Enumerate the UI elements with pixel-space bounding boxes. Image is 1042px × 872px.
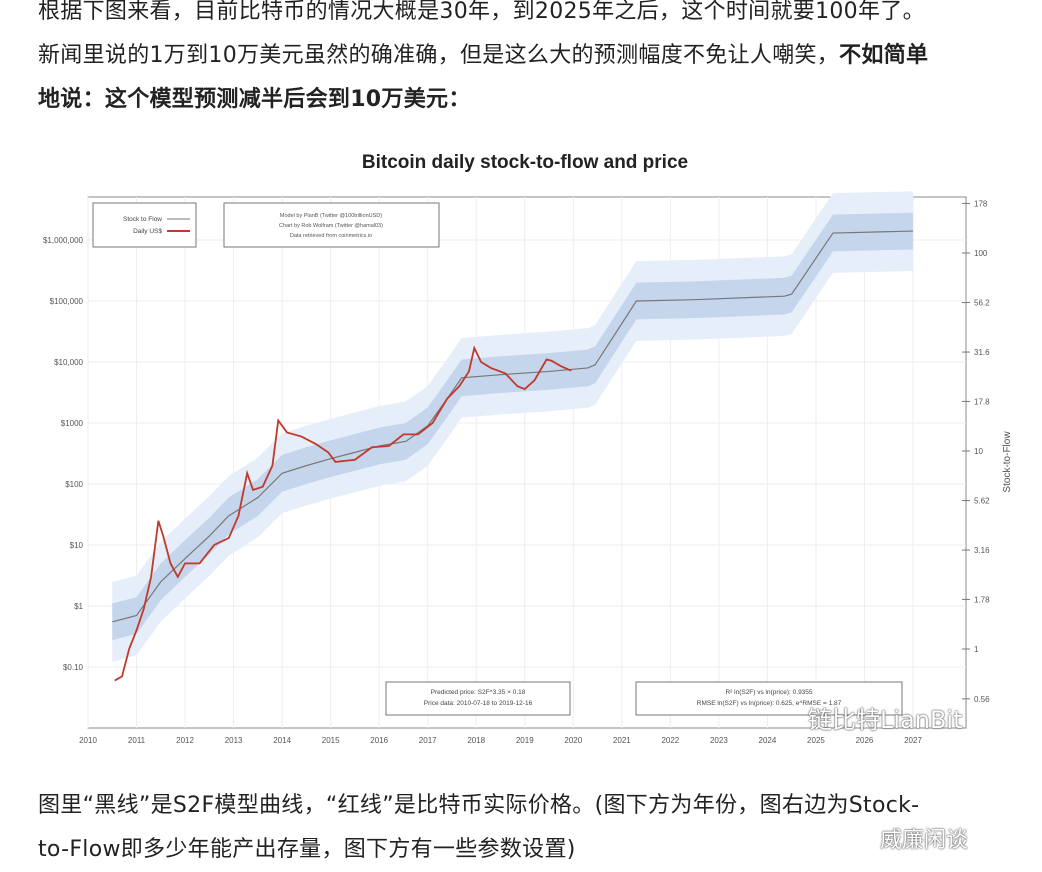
y-right-tick-label: 1	[974, 645, 979, 654]
bitcoin-s2f-chart: Bitcoin daily stock-to-flow and price 201…	[43, 152, 1013, 745]
model-box	[385, 681, 571, 716]
stats-box-line: RMSE ln(S2F) vs ln(price): 0.625, e^RMSE…	[697, 700, 842, 707]
x-tick-label: 2015	[322, 736, 340, 745]
x-tick-label: 2024	[759, 736, 777, 745]
y-right-tick-label: 0.56	[974, 695, 990, 704]
y-right-axis-label: Stock-to-Flow	[1002, 431, 1013, 493]
x-tick-label: 2016	[370, 736, 388, 745]
y-right-tick-label: 56.2	[974, 299, 990, 308]
y-right-tick-label: 100	[974, 249, 988, 258]
x-tick-label: 2014	[273, 736, 291, 745]
x-tick-label: 2022	[661, 736, 679, 745]
x-tick-label: 2018	[467, 736, 485, 745]
x-tick-label: 2017	[419, 736, 437, 745]
paragraph-1-line-3: 地说：这个模型预测减半后会到10万美元：	[38, 87, 471, 112]
credit-line: Model by PlanB (Twitter @100trillionUSD)	[280, 213, 382, 219]
y-right-tick-label: 3.16	[974, 546, 990, 555]
model-box-line: Price data: 2010-07-18 to 2019-12-16	[424, 700, 533, 707]
x-tick-label: 2013	[225, 736, 243, 745]
x-tick-label: 2010	[79, 736, 97, 745]
y-left-tick-label: $1000	[61, 419, 84, 428]
x-tick-label: 2012	[176, 736, 194, 745]
y-left-tick-label: $0.10	[63, 663, 84, 672]
x-tick-label: 2027	[904, 736, 922, 745]
x-tick-label: 2025	[807, 736, 825, 745]
text: 新闻里说的1万到10万美元虽然的确准确，但是这么大的预测幅度不免让人嘲笑，	[38, 43, 840, 68]
paragraph-2-line-1: 图里“黑线”是S2F模型曲线，“红线”是比特币实际价格。(图下方为年份，图右边为…	[38, 793, 920, 818]
bold-text: 不如简单	[839, 43, 929, 68]
credit-line: Data retrieved from coinmetrics.io	[290, 233, 372, 239]
chart-watermark: 链比特LianBit	[808, 706, 963, 734]
page-watermark: 威廉闲谈	[880, 828, 969, 853]
paragraph-1-line-1: 根据下图来看，目前比特币的情况大概是30年，到2025年之后，这个时间就要100…	[38, 0, 925, 24]
stats-box	[635, 681, 903, 716]
paragraph-2-line-2: to-Flow即多少年能产出存量，图下方有一些参数设置)	[38, 837, 576, 862]
plot-area	[87, 196, 967, 729]
x-tick-label: 2019	[516, 736, 534, 745]
x-tick-label: 2023	[710, 736, 728, 745]
y-left-tick-label: $10,000	[54, 358, 83, 367]
legend-label: Daily US$	[133, 228, 162, 235]
y-right-tick-label: 1.78	[974, 595, 990, 604]
model-box-line: Predicted price: S2F^3.35 × 0.18	[431, 689, 526, 696]
y-left-tick-label: $10	[70, 541, 84, 550]
y-right-tick-label: 178	[974, 199, 988, 208]
y-left-tick-label: $1	[74, 602, 83, 611]
x-tick-label: 2011	[128, 736, 146, 745]
x-tick-label: 2020	[564, 736, 582, 745]
y-right-tick-label: 17.8	[974, 397, 990, 406]
chart-title: Bitcoin daily stock-to-flow and price	[362, 152, 688, 173]
y-right-tick-label: 5.62	[974, 497, 990, 506]
y-left-tick-label: $100,000	[50, 297, 84, 306]
credits-box	[223, 202, 440, 248]
y-right-tick-label: 31.6	[974, 348, 990, 357]
legend-label: Stock to Flow	[123, 216, 162, 223]
legend-box	[92, 202, 197, 248]
y-left-tick-label: $1,000,000	[43, 236, 84, 245]
y-right-tick-label: 10	[974, 447, 983, 456]
x-tick-label: 2021	[613, 736, 631, 745]
x-tick-label: 2026	[856, 736, 874, 745]
price-line	[114, 345, 572, 682]
y-left-tick-label: $100	[65, 480, 83, 489]
credit-line: Chart by Rob Wolfram (Twitter @hamal03)	[279, 223, 383, 229]
paragraph-1-line-2: 新闻里说的1万到10万美元虽然的确准确，但是这么大的预测幅度不免让人嘲笑，不如简…	[38, 34, 1023, 78]
stats-box-line: R² ln(S2F) vs ln(price): 0.9355	[725, 689, 812, 696]
